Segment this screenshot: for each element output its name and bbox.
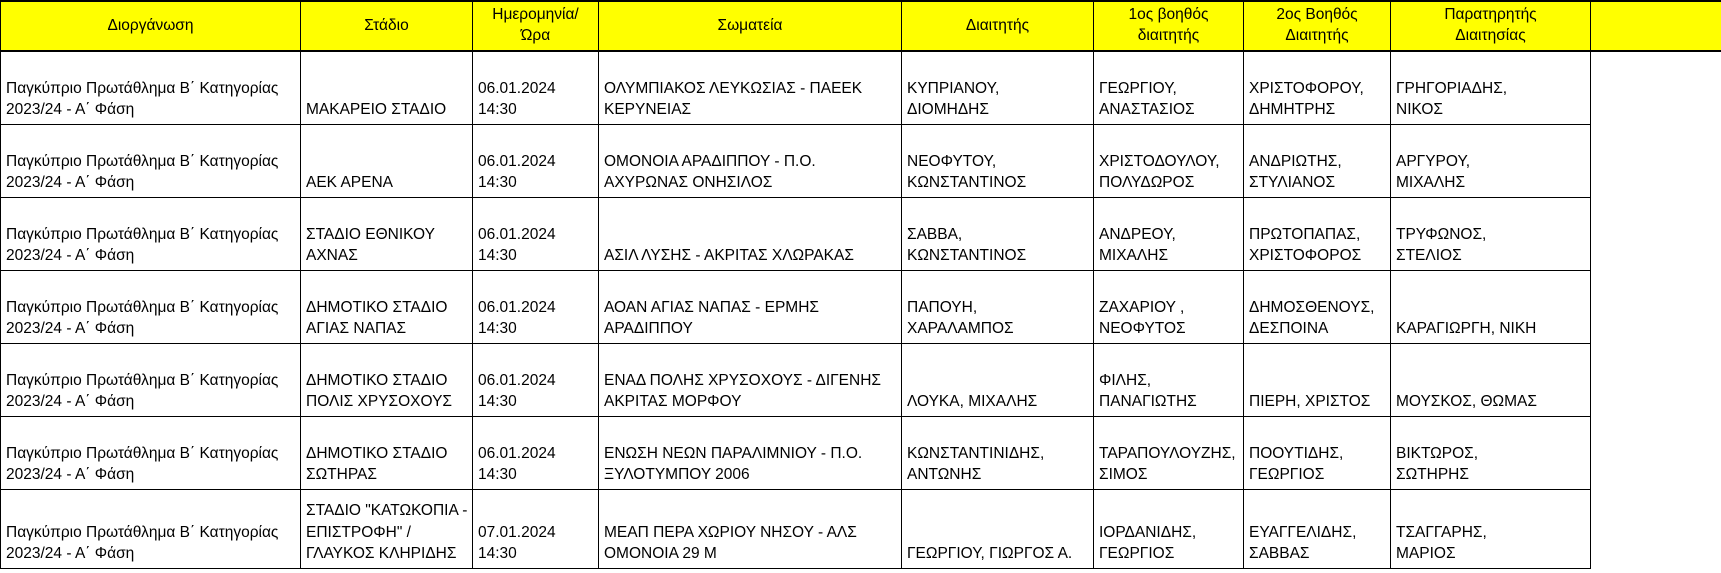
header-row: Διοργάνωση Στάδιο Ημερομηνία/ Ώρα Σωματεία Δ… bbox=[0, 0, 1721, 52]
cell-datetime: 06.01.2024 14:30 bbox=[472, 50, 599, 125]
cell-datetime: 06.01.2024 14:30 bbox=[472, 123, 599, 198]
column-header-competition: Διοργάνωση bbox=[0, 0, 301, 52]
cell-stadium: ΣΤΑΔΙΟ "ΚΑΤΩΚΟΠΙΑ - ΕΠΙΣΤΡΟΦΗ" / ΓΛΑΥΚΟΣ… bbox=[300, 488, 473, 569]
table-row: Παγκύπριο Πρωτάθλημα Β΄ Κατηγορίας 2023/… bbox=[0, 50, 1721, 125]
cell-datetime: 06.01.2024 14:30 bbox=[472, 342, 599, 417]
cell-observer: ΤΡΥΦΩΝΟΣ, ΣΤΕΛΙΟΣ bbox=[1390, 196, 1591, 271]
table-row: Παγκύπριο Πρωτάθλημα Β΄ Κατηγορίας 2023/… bbox=[0, 488, 1721, 569]
cell-assistant1: ΖΑΧΑΡΙΟΥ , ΝΕΟΦΥΤΟΣ bbox=[1093, 269, 1244, 344]
column-header-assistant2: 2ος Βοηθός Διαιτητής bbox=[1243, 0, 1391, 52]
cell-referee: ΚΥΠΡΙΑΝΟΥ, ΔΙΟΜΗΔΗΣ bbox=[901, 50, 1094, 125]
cell-stadium: ΔΗΜΟΤΙΚΟ ΣΤΑΔΙΟ ΑΓΙΑΣ ΝΑΠΑΣ bbox=[300, 269, 473, 344]
row-filler-cell bbox=[1590, 343, 1721, 416]
cell-competition: Παγκύπριο Πρωτάθλημα Β΄ Κατηγορίας 2023/… bbox=[0, 488, 301, 569]
cell-assistant1: ΓΕΩΡΓΙΟΥ, ΑΝΑΣΤΑΣΙΟΣ bbox=[1093, 50, 1244, 125]
cell-observer: ΜΟΥΣΚΟΣ, ΘΩΜΑΣ bbox=[1390, 342, 1591, 417]
cell-teams: ΕΝΑΔ ΠΟΛΗΣ ΧΡΥΣΟΧΟΥΣ - ΔΙΓΕΝΗΣ ΑΚΡΙΤΑΣ Μ… bbox=[598, 342, 902, 417]
table-row: Παγκύπριο Πρωτάθλημα Β΄ Κατηγορίας 2023/… bbox=[0, 269, 1721, 344]
cell-referee: ΝΕΟΦΥΤΟΥ, ΚΩΝΣΤΑΝΤΙΝΟΣ bbox=[901, 123, 1094, 198]
table-row: Παγκύπριο Πρωτάθλημα Β΄ Κατηγορίας 2023/… bbox=[0, 123, 1721, 198]
row-filler-cell bbox=[1590, 51, 1721, 124]
cell-datetime: 07.01.2024 14:30 bbox=[472, 488, 599, 569]
cell-assistant2: ΠΟΟΥΤΙΔΗΣ, ΓΕΩΡΓΙΟΣ bbox=[1243, 415, 1391, 490]
cell-observer: ΒΙΚΤΩΡΟΣ, ΣΩΤΗΡΗΣ bbox=[1390, 415, 1591, 490]
cell-competition: Παγκύπριο Πρωτάθλημα Β΄ Κατηγορίας 2023/… bbox=[0, 123, 301, 198]
row-filler-cell bbox=[1590, 124, 1721, 197]
cell-stadium: ΔΗΜΟΤΙΚΟ ΣΤΑΔΙΟ ΣΩΤΗΡΑΣ bbox=[300, 415, 473, 490]
cell-assistant2: ΑΝΔΡΙΩΤΗΣ, ΣΤΥΛΙΑΝΟΣ bbox=[1243, 123, 1391, 198]
cell-referee: ΠΑΠΟΥΗ, ΧΑΡΑΛΑΜΠΟΣ bbox=[901, 269, 1094, 344]
cell-referee: ΚΩΝΣΤΑΝΤΙΝΙΔΗΣ, ΑΝΤΩΝΗΣ bbox=[901, 415, 1094, 490]
cell-teams: ΟΜΟΝΟΙΑ ΑΡΑΔΙΠΠΟΥ - Π.Ο. ΑΧΥΡΩΝΑΣ ΟΝΗΣΙΛ… bbox=[598, 123, 902, 198]
cell-observer: ΚΑΡΑΓΙΩΡΓΗ, ΝΙΚΗ bbox=[1390, 269, 1591, 344]
cell-assistant2: ΔΗΜΟΣΘΕΝΟΥΣ, ΔΕΣΠΟΙΝΑ bbox=[1243, 269, 1391, 344]
cell-assistant2: ΠΙΕΡΗ, ΧΡΙΣΤΟΣ bbox=[1243, 342, 1391, 417]
cell-assistant1: ΤΑΡΑΠΟΥΛΟΥΖΗΣ, ΣΙΜΟΣ bbox=[1093, 415, 1244, 490]
cell-stadium: ΑΕΚ ΑΡΕΝΑ bbox=[300, 123, 473, 198]
cell-teams: ΜΕΑΠ ΠΕΡΑ ΧΩΡΙΟΥ ΝΗΣΟΥ - ΑΛΣ ΟΜΟΝΟΙΑ 29 … bbox=[598, 488, 902, 569]
row-filler-cell bbox=[1590, 416, 1721, 489]
cell-competition: Παγκύπριο Πρωτάθλημα Β΄ Κατηγορίας 2023/… bbox=[0, 196, 301, 271]
cell-assistant1: ΦΙΛΗΣ, ΠΑΝΑΓΙΩΤΗΣ bbox=[1093, 342, 1244, 417]
cell-competition: Παγκύπριο Πρωτάθλημα Β΄ Κατηγορίας 2023/… bbox=[0, 269, 301, 344]
header-filler-cell bbox=[1590, 0, 1721, 52]
cell-teams: ΕΝΩΣΗ ΝΕΩΝ ΠΑΡΑΛΙΜΝΙΟΥ - Π.Ο. ΞΥΛΟΤΥΜΠΟΥ… bbox=[598, 415, 902, 490]
cell-observer: ΤΣΑΓΓΑΡΗΣ, ΜΑΡΙΟΣ bbox=[1390, 488, 1591, 569]
cell-datetime: 06.01.2024 14:30 bbox=[472, 196, 599, 271]
table-row: Παγκύπριο Πρωτάθλημα Β΄ Κατηγορίας 2023/… bbox=[0, 415, 1721, 490]
cell-assistant1: ΑΝΔΡΕΟΥ, ΜΙΧΑΛΗΣ bbox=[1093, 196, 1244, 271]
cell-datetime: 06.01.2024 14:30 bbox=[472, 269, 599, 344]
column-header-observer: Παρατηρητής Διαιτησίας bbox=[1390, 0, 1591, 52]
cell-referee: ΣΑΒΒΑ, ΚΩΝΣΤΑΝΤΙΝΟΣ bbox=[901, 196, 1094, 271]
cell-referee: ΓΕΩΡΓΙΟΥ, ΓΙΩΡΓΟΣ Α. bbox=[901, 488, 1094, 569]
column-header-datetime: Ημερομηνία/ Ώρα bbox=[472, 0, 599, 52]
cell-assistant2: ΧΡΙΣΤΟΦΟΡΟΥ, ΔΗΜΗΤΡΗΣ bbox=[1243, 50, 1391, 125]
cell-assistant2: ΕΥΑΓΓΕΛΙΔΗΣ, ΣΑΒΒΑΣ bbox=[1243, 488, 1391, 569]
cell-stadium: ΔΗΜΟΤΙΚΟ ΣΤΑΔΙΟ ΠΟΛΙΣ ΧΡΥΣΟΧΟΥΣ bbox=[300, 342, 473, 417]
cell-stadium: ΣΤΑΔΙΟ ΕΘΝΙΚΟΥ ΑΧΝΑΣ bbox=[300, 196, 473, 271]
cell-datetime: 06.01.2024 14:30 bbox=[472, 415, 599, 490]
cell-teams: ΑΟΑΝ ΑΓΙΑΣ ΝΑΠΑΣ - ΕΡΜΗΣ ΑΡΑΔΙΠΠΟΥ bbox=[598, 269, 902, 344]
cell-competition: Παγκύπριο Πρωτάθλημα Β΄ Κατηγορίας 2023/… bbox=[0, 342, 301, 417]
cell-assistant1: ΧΡΙΣΤΟΔΟΥΛΟΥ, ΠΟΛΥΔΩΡΟΣ bbox=[1093, 123, 1244, 198]
cell-referee: ΛΟΥΚΑ, ΜΙΧΑΛΗΣ bbox=[901, 342, 1094, 417]
column-header-stadium: Στάδιο bbox=[300, 0, 473, 52]
row-filler-cell bbox=[1590, 489, 1721, 568]
table-row: Παγκύπριο Πρωτάθλημα Β΄ Κατηγορίας 2023/… bbox=[0, 196, 1721, 271]
column-header-assistant1: 1ος βοηθός διαιτητής bbox=[1093, 0, 1244, 52]
cell-observer: ΓΡΗΓΟΡΙΑΔΗΣ, ΝΙΚΟΣ bbox=[1390, 50, 1591, 125]
cell-stadium: ΜΑΚΑΡΕΙΟ ΣΤΑΔΙΟ bbox=[300, 50, 473, 125]
cell-competition: Παγκύπριο Πρωτάθλημα Β΄ Κατηγορίας 2023/… bbox=[0, 50, 301, 125]
cell-competition: Παγκύπριο Πρωτάθλημα Β΄ Κατηγορίας 2023/… bbox=[0, 415, 301, 490]
column-header-referee: Διαιτητής bbox=[901, 0, 1094, 52]
cell-observer: ΑΡΓΥΡΟΥ, ΜΙΧΑΛΗΣ bbox=[1390, 123, 1591, 198]
cell-assistant1: ΙΟΡΔΑΝΙΔΗΣ, ΓΕΩΡΓΙΟΣ bbox=[1093, 488, 1244, 569]
row-filler-cell bbox=[1590, 270, 1721, 343]
table-row: Παγκύπριο Πρωτάθλημα Β΄ Κατηγορίας 2023/… bbox=[0, 342, 1721, 417]
row-filler-cell bbox=[1590, 197, 1721, 270]
column-header-teams: Σωματεία bbox=[598, 0, 902, 52]
cell-assistant2: ΠΡΩΤΟΠΑΠΑΣ, ΧΡΙΣΤΟΦΟΡΟΣ bbox=[1243, 196, 1391, 271]
cell-teams: ΟΛΥΜΠΙΑΚΟΣ ΛΕΥΚΩΣΙΑΣ - ΠΑΕΕΚ ΚΕΡΥΝΕΙΑΣ bbox=[598, 50, 902, 125]
cell-teams: ΑΣΙΛ ΛΥΣΗΣ - ΑΚΡΙΤΑΣ ΧΛΩΡΑΚΑΣ bbox=[598, 196, 902, 271]
